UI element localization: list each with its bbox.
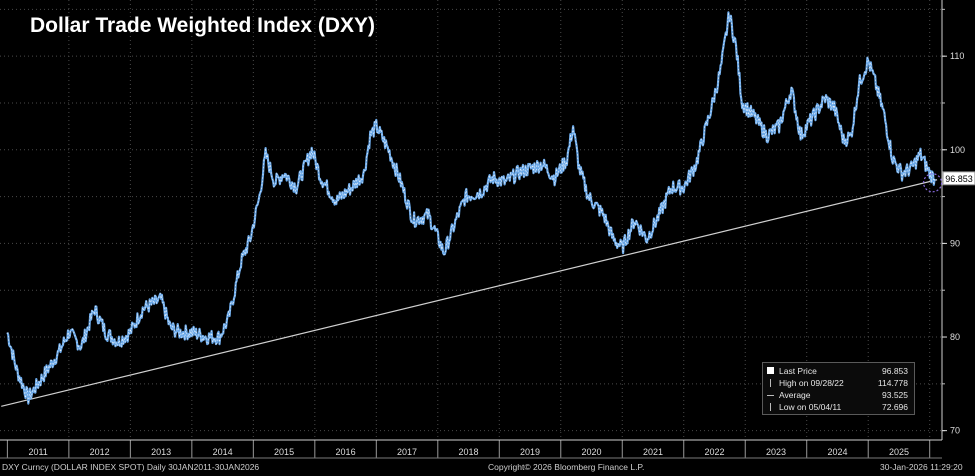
- legend-value: 96.853: [882, 366, 908, 376]
- last-price-marker-layer: 96.853: [923, 171, 975, 193]
- y-tick-label: 110: [950, 51, 964, 61]
- legend-box: Last Price 96.853 High on 09/28/22 114.7…: [762, 362, 915, 415]
- x-tick-label: 2017: [397, 447, 417, 457]
- legend-row-high: High on 09/28/22 114.778: [767, 377, 910, 389]
- y-tick-label: 80: [950, 332, 960, 342]
- x-tick-label: 2024: [827, 447, 847, 457]
- x-tick-label: 2011: [28, 447, 47, 457]
- x-tick-label: 2022: [704, 447, 724, 457]
- footer-timestamp: 30-Jan-2026 11:29:20: [880, 462, 963, 472]
- price-series-layer: [6, 11, 936, 405]
- last-price-tag-bg: [942, 171, 975, 186]
- legend-value: 93.525: [882, 390, 908, 400]
- x-tick-label: 2018: [459, 447, 479, 457]
- x-tick-label: 2012: [90, 447, 110, 457]
- legend-label: High on 09/28/22: [779, 378, 844, 388]
- price-line: [6, 11, 936, 405]
- x-tick-label: 2023: [766, 447, 786, 457]
- x-tick-label: 2025: [889, 447, 909, 457]
- trendline-layer: [1, 179, 938, 407]
- last-price-tag: 96.853: [942, 171, 975, 186]
- last-price-circle: [923, 173, 943, 193]
- x-tick-label: 2013: [151, 447, 171, 457]
- legend-row-last-price: Last Price 96.853: [767, 365, 910, 377]
- chart-title: Dollar Trade Weighted Index (DXY): [30, 14, 376, 37]
- footer-source: DXY Curncy (DOLLAR INDEX SPOT) Daily 30J…: [2, 462, 260, 472]
- x-tick-labels: 2011 2012 2013 2014 2015 2016 2017 2018 2019 2020…: [28, 447, 909, 457]
- price-line-highlight: [7, 12, 935, 404]
- axes: [0, 0, 947, 459]
- legend-row-average: Average 93.525: [767, 389, 910, 401]
- x-tick-label: 2020: [582, 447, 602, 457]
- x-tick-label: 2021: [643, 447, 663, 457]
- legend-low-icon: [770, 403, 771, 411]
- legend-value: 72.696: [882, 402, 908, 412]
- legend-value: 114.778: [877, 378, 908, 388]
- x-tick-label: 2019: [520, 447, 540, 457]
- x-tick-label: 2014: [213, 447, 233, 457]
- y-tick-label: 70: [950, 426, 960, 436]
- legend-average-icon: [767, 395, 774, 396]
- footer-copyright: Copyright© 2026 Bloomberg Finance L.P.: [488, 462, 645, 472]
- x-tick-label: 2016: [336, 447, 356, 457]
- legend-label: Low on 05/04/11: [779, 402, 842, 412]
- y-tick-labels: 70 80 90 100 110: [950, 51, 965, 435]
- support-trendline: [1, 179, 938, 407]
- last-price-tag-label: 96.853: [945, 174, 973, 184]
- legend-label: Average: [779, 390, 811, 400]
- legend-row-low: Low on 05/04/11 72.696: [767, 401, 910, 413]
- legend-label: Last Price: [779, 366, 817, 376]
- legend-high-icon: [770, 379, 771, 387]
- y-tick-label: 100: [950, 145, 965, 155]
- x-tick-label: 2015: [274, 447, 294, 457]
- legend-square-icon: [767, 367, 774, 374]
- y-tick-label: 90: [950, 238, 960, 248]
